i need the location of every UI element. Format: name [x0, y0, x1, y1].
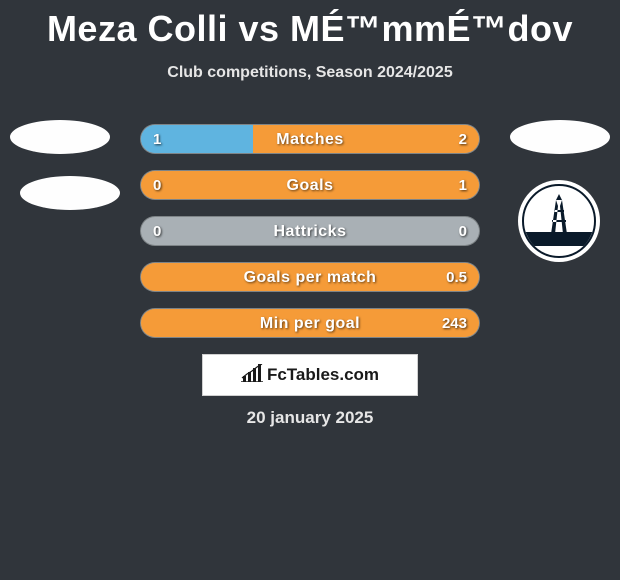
- stat-row: Min per goal243: [140, 308, 480, 338]
- stat-label: Goals per match: [141, 263, 479, 292]
- club-logo-right: [518, 180, 600, 262]
- stat-value-left: 0: [153, 217, 161, 246]
- page-subtitle: Club competitions, Season 2024/2025: [0, 64, 620, 82]
- stat-value-left: 1: [153, 125, 161, 154]
- stats-area: Matches12Goals01Hattricks00Goals per mat…: [140, 124, 480, 354]
- stat-value-right: 0: [459, 217, 467, 246]
- stat-value-right: 243: [442, 309, 467, 338]
- stat-label: Matches: [141, 125, 479, 154]
- footer-date: 20 january 2025: [0, 408, 620, 428]
- stat-value-left: 0: [153, 171, 161, 200]
- stat-row: Matches1 2: [140, 124, 480, 154]
- player-left-badge-1: [10, 120, 110, 154]
- stat-value-right: 1: [459, 171, 467, 200]
- stat-label: Hattricks: [141, 217, 479, 246]
- stat-value-right: 0.5: [446, 263, 467, 292]
- stat-row: Goals per match0.5: [140, 262, 480, 292]
- brand-box: FcTables.com: [202, 354, 418, 396]
- stat-row: Hattricks0 0: [140, 216, 480, 246]
- stat-label: Goals: [141, 171, 479, 200]
- stat-row: Goals0 1: [140, 170, 480, 200]
- player-right-badge-1: [510, 120, 610, 154]
- bar-chart-icon: [241, 364, 263, 387]
- player-left-badge-2: [20, 176, 120, 210]
- brand-text: FcTables.com: [267, 365, 379, 385]
- page-title: Meza Colli vs MÉ™mmÉ™dov: [0, 0, 620, 50]
- stat-value-right: 2: [459, 125, 467, 154]
- stat-label: Min per goal: [141, 309, 479, 338]
